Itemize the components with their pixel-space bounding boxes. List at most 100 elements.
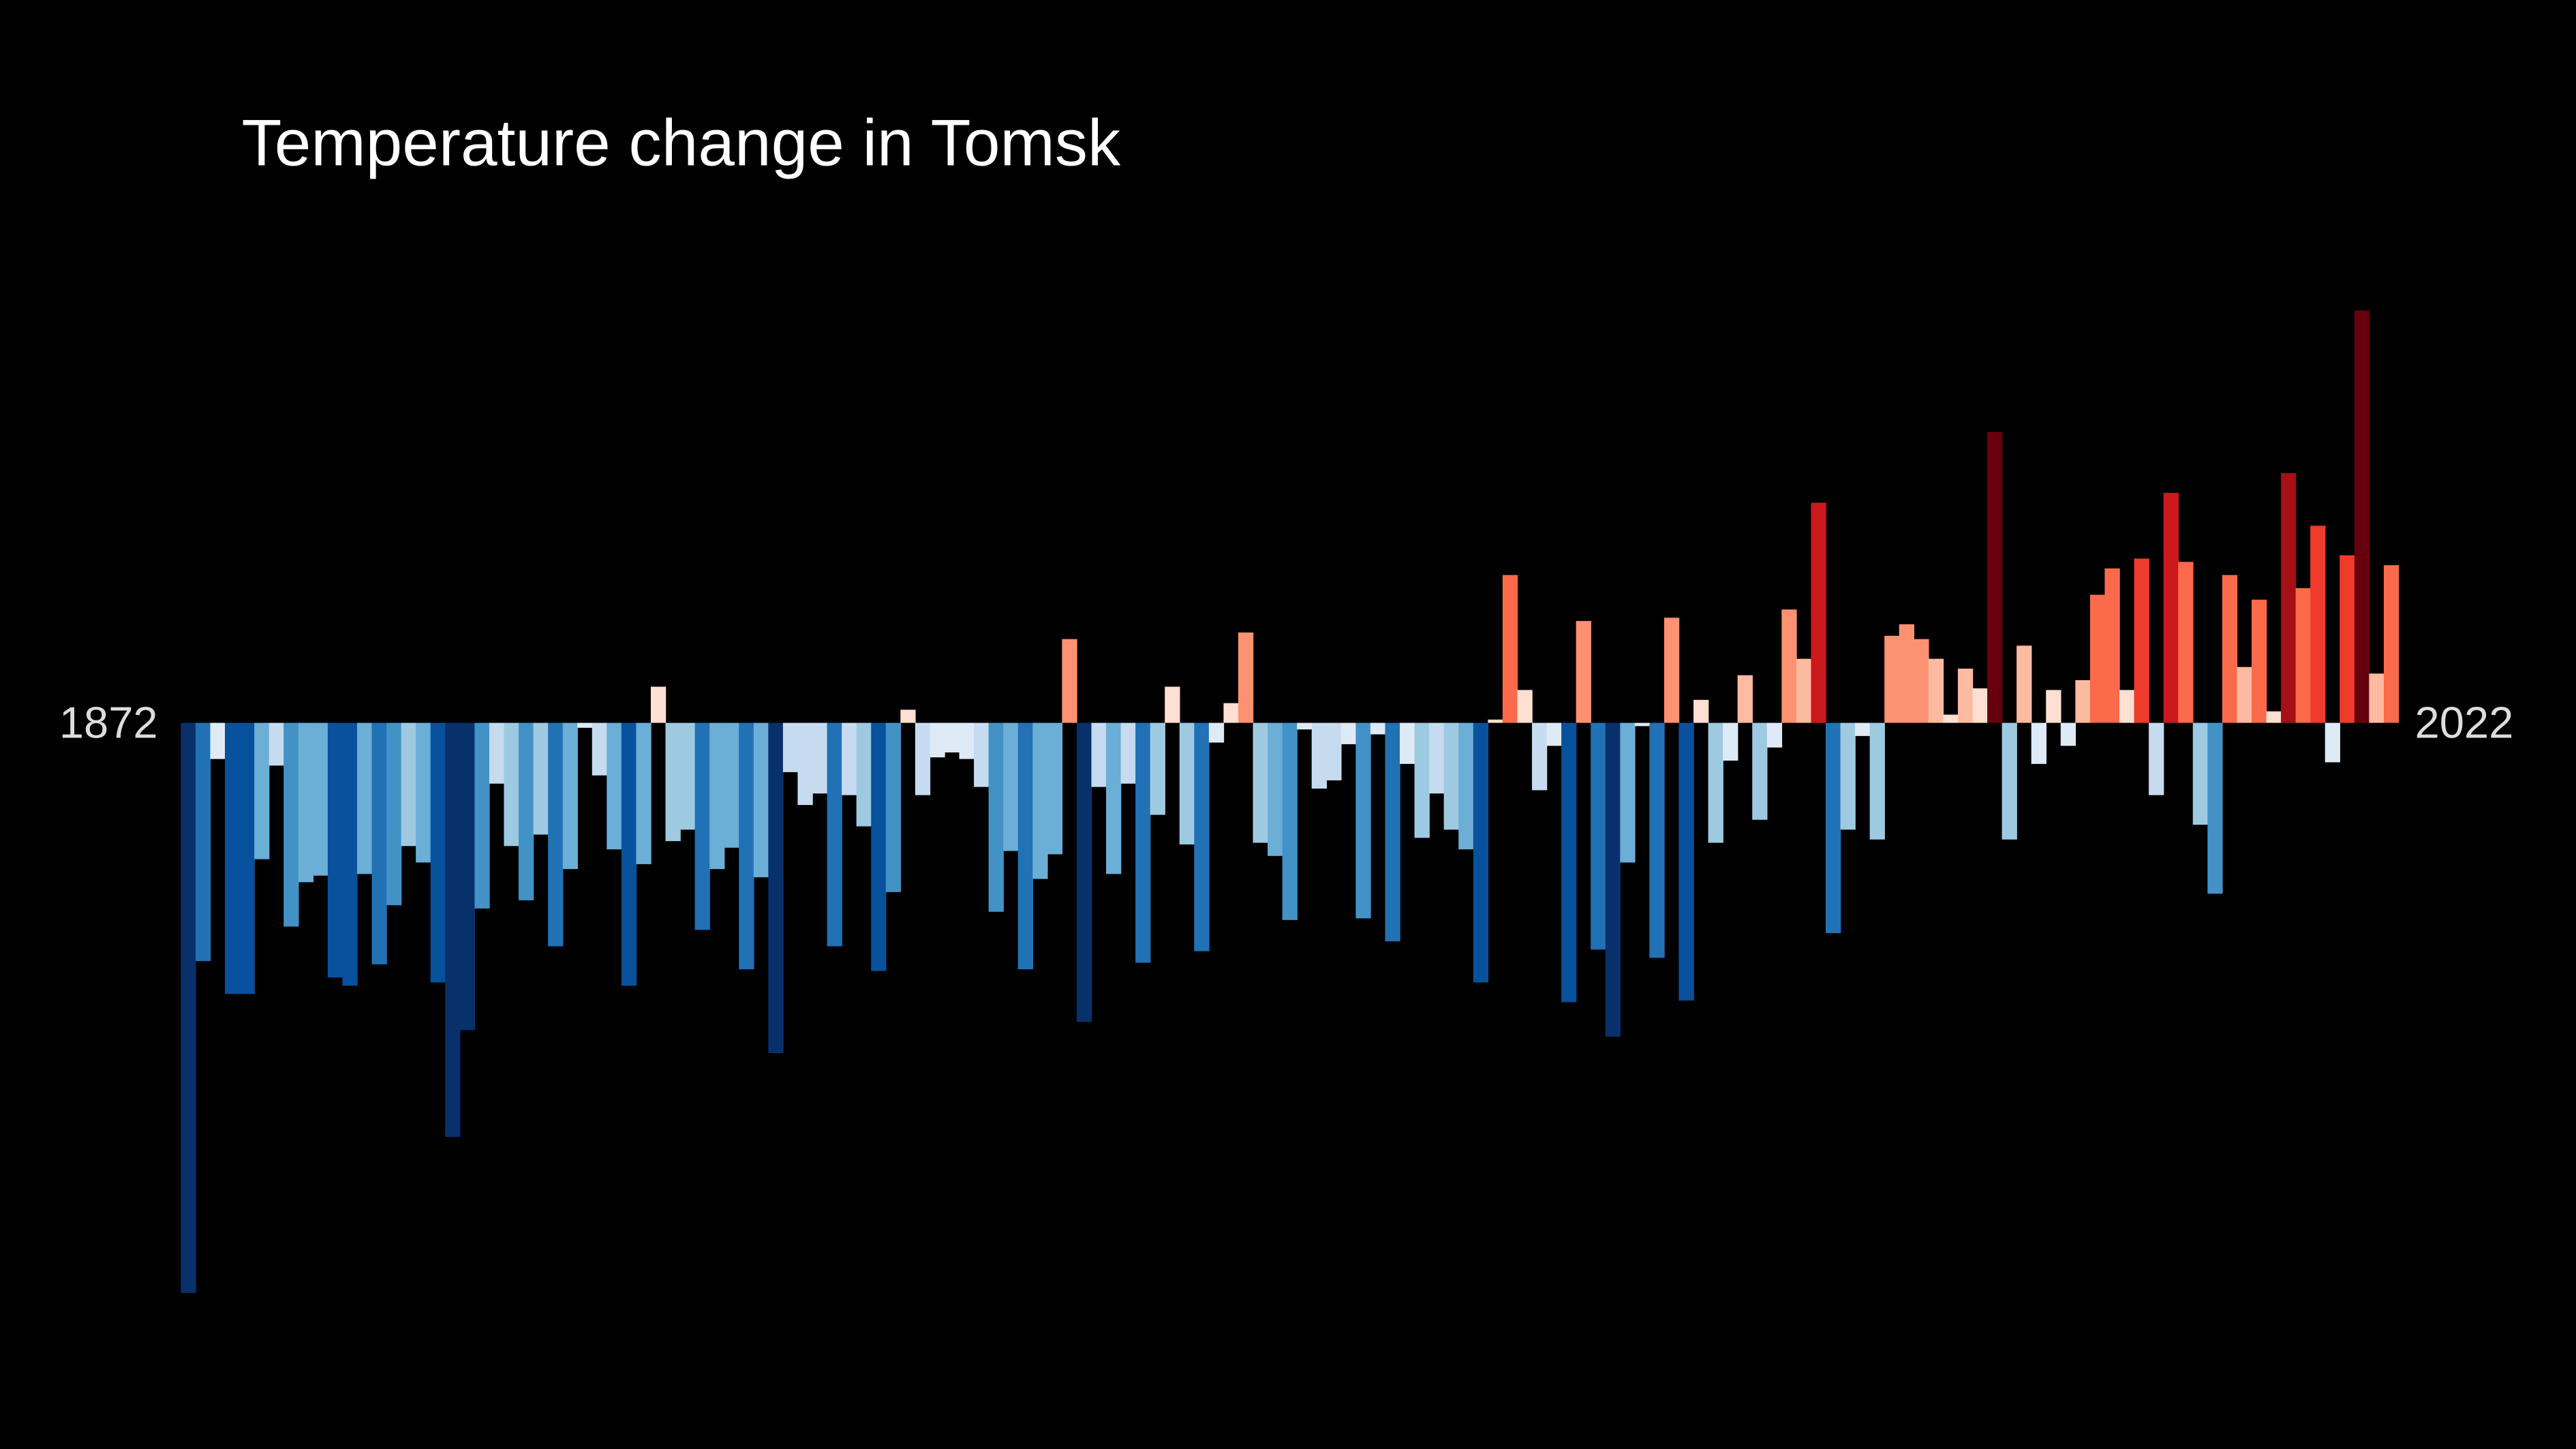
- bar: [1429, 722, 1445, 794]
- bar: [1972, 688, 1988, 723]
- bar: [1663, 617, 1680, 723]
- bar: [1708, 722, 1723, 843]
- bar: [1150, 722, 1165, 815]
- bar: [1811, 502, 1826, 723]
- bar: [1194, 722, 1210, 951]
- bar: [1003, 722, 1019, 851]
- bar: [2266, 711, 2282, 723]
- bar: [871, 722, 887, 971]
- bar: [2237, 667, 2252, 723]
- bar: [548, 722, 564, 947]
- bar: [371, 722, 387, 964]
- bar: [313, 722, 328, 876]
- bar: [401, 722, 416, 846]
- bar: [1473, 722, 1489, 983]
- bar: [1591, 722, 1606, 950]
- bar: [842, 722, 857, 795]
- bar: [1825, 722, 1841, 934]
- bar: [607, 722, 622, 850]
- bar: [2017, 645, 2032, 723]
- bar: [2222, 575, 2238, 723]
- bar: [474, 722, 490, 909]
- bar: [885, 722, 902, 892]
- bar: [2134, 558, 2149, 723]
- bar: [2046, 690, 2061, 723]
- bar: [1987, 431, 2003, 723]
- bar: [1091, 722, 1107, 787]
- chart-title: Temperature change in Tomsk: [242, 106, 1121, 179]
- bar: [1502, 575, 1518, 723]
- bar: [2119, 690, 2135, 723]
- bar: [459, 722, 476, 1031]
- bar: [2340, 555, 2355, 723]
- bar: [665, 722, 681, 842]
- bar: [694, 722, 710, 930]
- bar: [519, 722, 534, 900]
- bar: [254, 722, 270, 859]
- bar: [724, 722, 740, 848]
- bar: [2325, 722, 2340, 763]
- bar: [1297, 722, 1313, 730]
- bar: [1855, 722, 1871, 736]
- bar: [1914, 639, 1929, 723]
- bar: [1766, 722, 1783, 748]
- bar: [181, 722, 196, 1294]
- bar: [915, 722, 931, 795]
- bar: [650, 686, 666, 723]
- bar: [1443, 722, 1459, 830]
- bar: [269, 722, 284, 766]
- bar: [577, 722, 593, 728]
- bar: [2310, 525, 2326, 723]
- x-tick-label: 2022: [2415, 698, 2514, 748]
- bar: [797, 722, 813, 806]
- bar: [1282, 722, 1298, 920]
- bar: [1340, 722, 1357, 744]
- bar: [636, 722, 651, 864]
- bar: [1620, 722, 1636, 863]
- bar: [2031, 722, 2046, 764]
- bar: [1693, 699, 1709, 723]
- bar: [2002, 722, 2017, 840]
- bar: [225, 722, 241, 994]
- bar: [1165, 686, 1180, 723]
- bar: [1752, 722, 1768, 820]
- bar: [1546, 722, 1562, 746]
- bar: [1106, 722, 1122, 874]
- bar: [1531, 722, 1548, 791]
- bar: [2295, 588, 2311, 723]
- bar: [988, 722, 1004, 912]
- bar: [959, 722, 975, 759]
- bar: [1737, 675, 1753, 723]
- bar: [1796, 658, 1812, 723]
- bar: [2060, 722, 2076, 746]
- bar: [827, 722, 842, 947]
- bar: [1253, 722, 1268, 843]
- bar: [900, 710, 916, 723]
- bar: [1414, 722, 1430, 838]
- bar: [930, 722, 945, 758]
- x-tick-label: 1872: [59, 698, 158, 748]
- bar: [1517, 690, 1533, 723]
- bar: [342, 722, 358, 986]
- bar: [1957, 669, 1974, 723]
- bar: [1017, 722, 1034, 970]
- bar: [386, 722, 402, 906]
- bar: [1488, 719, 1503, 723]
- bar: [680, 722, 696, 830]
- bar: [1561, 722, 1577, 1003]
- bar: [1370, 722, 1386, 735]
- bar: [1120, 722, 1136, 784]
- bar: [856, 722, 872, 827]
- bar: [812, 722, 828, 794]
- bar: [1032, 722, 1048, 879]
- bar: [592, 722, 608, 776]
- bar: [1458, 722, 1474, 850]
- bar: [1135, 722, 1151, 963]
- bar: [1869, 722, 1885, 840]
- bar: [2104, 568, 2120, 723]
- bar: [739, 722, 754, 970]
- bar: [416, 722, 431, 863]
- bar: [1062, 639, 1077, 723]
- bar: [768, 722, 784, 1054]
